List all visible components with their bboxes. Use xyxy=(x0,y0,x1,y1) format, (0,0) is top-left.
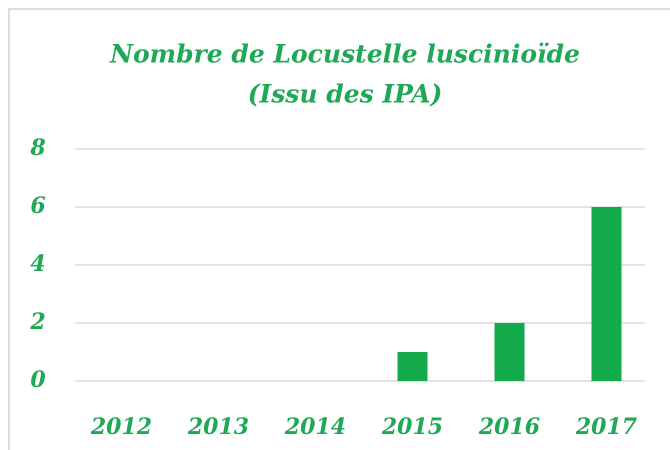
y-tick-label: 0 xyxy=(30,367,46,393)
y-tick-label: 4 xyxy=(30,251,45,277)
bar xyxy=(397,352,428,381)
y-tick-label: 2 xyxy=(29,309,45,335)
chart-subtitle: (Issu des IPA) xyxy=(248,80,443,109)
x-tick-label: 2014 xyxy=(284,414,346,440)
x-tick-label: 2016 xyxy=(478,414,540,440)
y-tick-label: 8 xyxy=(29,135,45,161)
y-tick-label: 6 xyxy=(30,193,45,219)
chart-border xyxy=(8,8,670,450)
bar xyxy=(494,323,525,381)
bar xyxy=(591,207,622,381)
x-tick-label: 2015 xyxy=(381,414,443,440)
x-tick-label: 2017 xyxy=(575,414,638,440)
x-tick-label: 2012 xyxy=(90,414,152,440)
x-tick-label: 2013 xyxy=(187,414,249,440)
chart-title: Nombre de Locustelle luscinioïde xyxy=(109,40,580,69)
